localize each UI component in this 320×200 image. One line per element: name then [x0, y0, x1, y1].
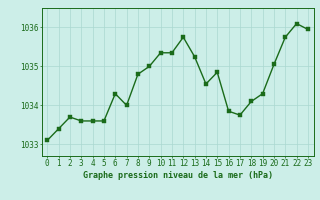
X-axis label: Graphe pression niveau de la mer (hPa): Graphe pression niveau de la mer (hPa)	[83, 171, 273, 180]
